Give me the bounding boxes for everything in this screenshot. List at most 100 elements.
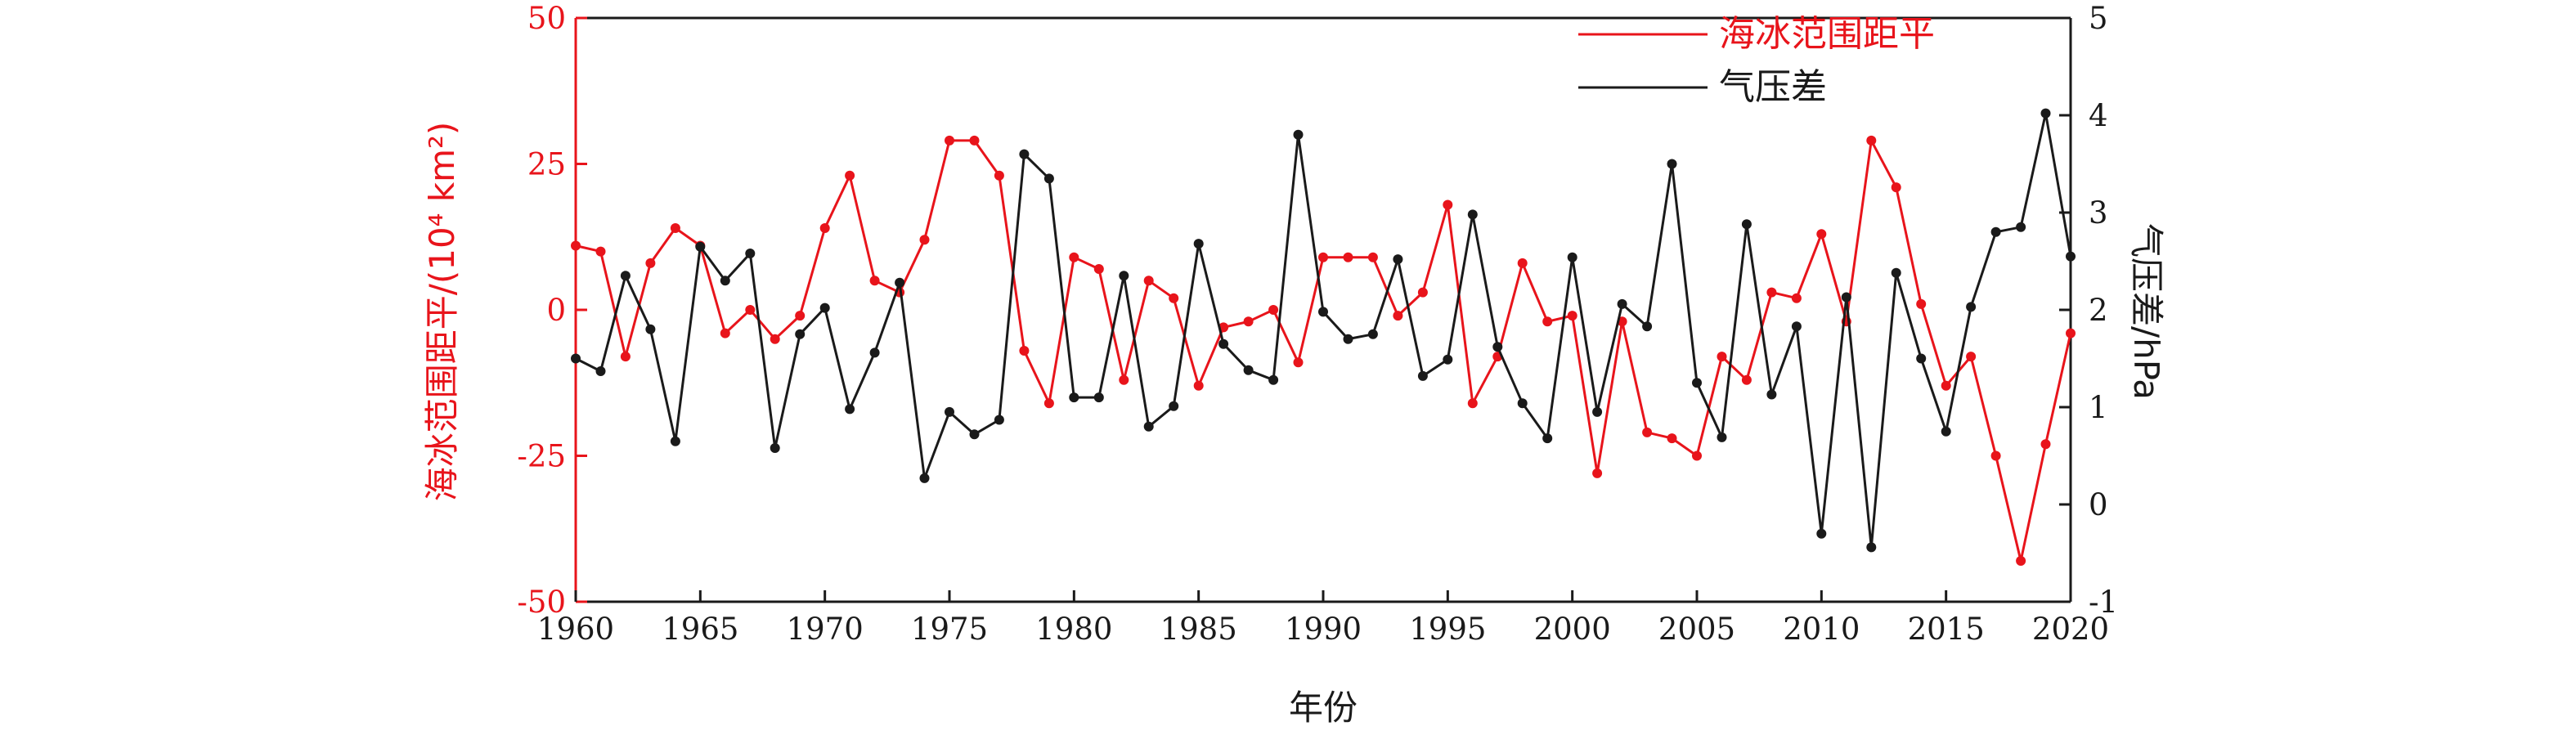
data-point-sea-ice <box>571 240 581 251</box>
x-tick-label: 1995 <box>1409 612 1486 647</box>
data-point-sea-ice <box>919 235 930 245</box>
data-point-sea-ice <box>869 276 880 286</box>
data-point-pressure <box>1119 271 1129 281</box>
data-point-pressure <box>1367 329 1378 339</box>
data-point-pressure <box>1492 342 1503 352</box>
right-y-axis: -1 0 1 2 3 4 5 <box>2059 1 2118 620</box>
data-point-pressure <box>845 404 855 415</box>
data-point-sea-ice <box>1343 252 1353 262</box>
data-point-pressure <box>1218 338 1229 349</box>
data-point-sea-ice <box>1417 287 1428 298</box>
data-point-sea-ice <box>645 258 656 268</box>
x-tick-label: 1980 <box>1035 612 1112 647</box>
data-point-sea-ice <box>1193 380 1204 391</box>
data-point-sea-ice <box>1093 264 1104 274</box>
data-point-sea-ice <box>1966 352 1977 362</box>
data-point-pressure <box>2016 222 2026 232</box>
left-tick-label: 50 <box>527 1 566 36</box>
x-tick-label: 2015 <box>1908 612 1985 647</box>
x-tick-label: 2000 <box>1534 612 1611 647</box>
data-point-pressure <box>770 443 780 453</box>
data-point-pressure <box>1791 321 1802 332</box>
data-point-pressure <box>1741 219 1752 230</box>
right-tick-label: 2 <box>2089 293 2108 328</box>
data-point-sea-ice <box>994 170 1004 181</box>
data-point-sea-ice <box>1467 398 1478 409</box>
data-point-sea-ice <box>1019 346 1030 356</box>
right-tick-label: -1 <box>2089 585 2118 620</box>
left-y-axis-title: 海冰范围距平/(10⁴ km²) <box>422 122 462 502</box>
data-point-sea-ice <box>845 170 855 181</box>
x-axis-title: 年份 <box>1289 688 1358 728</box>
data-point-pressure <box>1542 433 1553 444</box>
data-point-sea-ice <box>1941 380 1951 391</box>
data-point-pressure <box>1692 378 1702 388</box>
series-layer <box>571 108 2076 566</box>
data-point-pressure <box>1169 401 1179 411</box>
data-point-sea-ice <box>1916 298 1927 309</box>
data-point-sea-ice <box>969 135 980 146</box>
data-point-pressure <box>969 429 980 440</box>
data-point-sea-ice <box>1692 450 1702 461</box>
data-point-pressure <box>670 436 680 446</box>
data-point-sea-ice <box>1169 293 1179 303</box>
data-point-pressure <box>1069 392 1079 403</box>
right-tick-label: 3 <box>2089 195 2108 231</box>
data-point-pressure <box>1417 370 1428 381</box>
data-point-pressure <box>1567 252 1577 262</box>
right-tick-label: 5 <box>2089 1 2108 36</box>
data-point-pressure <box>1816 528 1827 539</box>
data-point-sea-ice <box>720 328 730 338</box>
data-point-sea-ice <box>1791 293 1802 303</box>
data-point-pressure <box>1891 267 1901 278</box>
left-tick-label: 25 <box>527 147 566 182</box>
data-point-sea-ice <box>819 223 830 233</box>
data-point-sea-ice <box>1318 252 1328 262</box>
data-point-sea-ice <box>770 334 780 344</box>
data-point-pressure <box>1990 226 2001 237</box>
data-point-pressure <box>919 473 930 483</box>
data-point-sea-ice <box>1119 374 1129 385</box>
right-y-axis-title: 气压差/hPa <box>2126 223 2166 400</box>
data-point-pressure <box>2040 108 2051 119</box>
legend-label-pressure: 气压差 <box>1719 66 1827 108</box>
data-point-pressure <box>695 241 706 252</box>
data-point-sea-ice <box>1293 357 1304 368</box>
data-point-sea-ice <box>1517 258 1528 268</box>
data-point-pressure <box>2066 251 2076 262</box>
data-point-sea-ice <box>795 311 806 321</box>
data-point-pressure <box>1841 292 1851 303</box>
data-point-sea-ice <box>1542 316 1553 327</box>
x-tick-label: 1965 <box>662 612 738 647</box>
right-tick-label: 4 <box>2089 98 2108 133</box>
data-point-sea-ice <box>1268 305 1279 315</box>
data-point-pressure <box>1193 239 1204 249</box>
data-point-sea-ice <box>1143 276 1154 286</box>
data-point-sea-ice <box>1667 433 1677 444</box>
right-tick-label: 0 <box>2089 487 2108 522</box>
legend: 海冰范围距平 气压差 <box>1578 13 1935 108</box>
data-point-sea-ice <box>1990 450 2001 461</box>
data-point-pressure <box>1143 421 1154 432</box>
data-point-pressure <box>1916 353 1927 364</box>
x-tick-label: 1985 <box>1160 612 1237 647</box>
data-point-pressure <box>1467 209 1478 220</box>
data-point-sea-ice <box>1642 427 1653 437</box>
data-point-pressure <box>1667 159 1677 169</box>
data-point-pressure <box>1517 398 1528 409</box>
right-tick-label: 1 <box>2089 390 2108 425</box>
data-point-pressure <box>645 324 656 334</box>
left-tick-label: 0 <box>546 293 566 328</box>
data-point-pressure <box>1243 365 1254 375</box>
data-point-sea-ice <box>1443 199 1453 210</box>
data-point-pressure <box>1093 392 1104 403</box>
data-point-sea-ice <box>1741 374 1752 385</box>
data-point-sea-ice <box>1393 311 1403 321</box>
data-point-sea-ice <box>620 352 631 362</box>
data-point-sea-ice <box>1866 135 1877 146</box>
x-tick-label: 1960 <box>537 612 614 647</box>
data-point-pressure <box>1293 129 1304 140</box>
data-point-sea-ice <box>1243 316 1254 327</box>
x-tick-label: 1970 <box>787 612 864 647</box>
